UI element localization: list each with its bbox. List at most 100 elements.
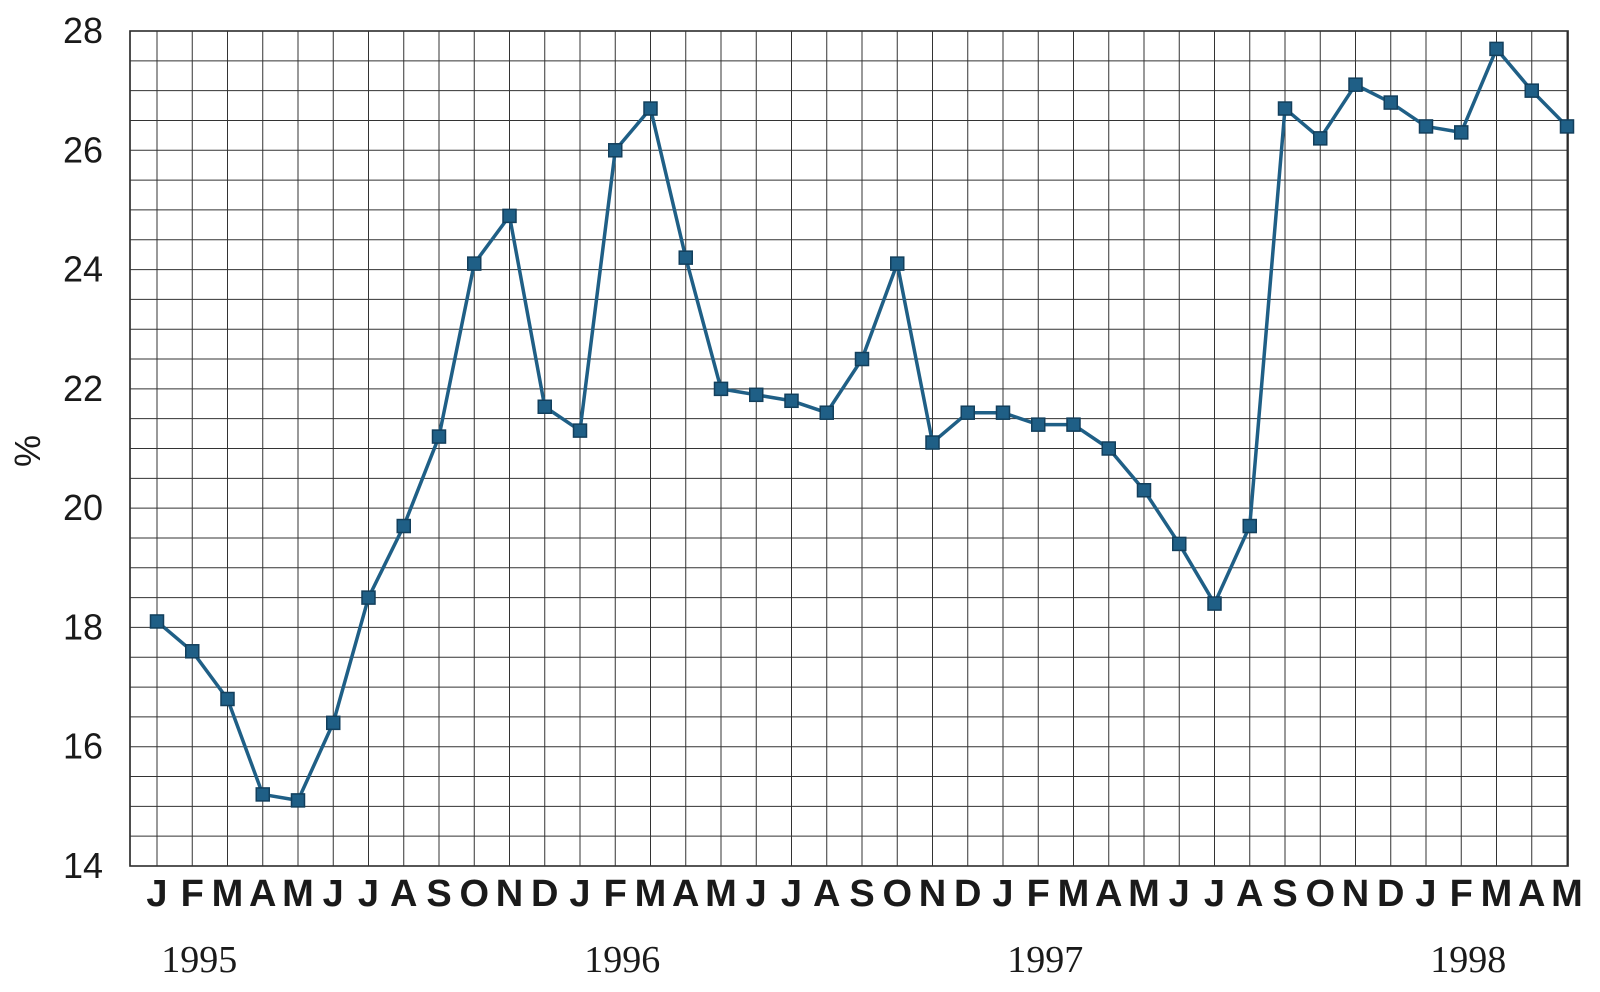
year-label: 1995 xyxy=(161,939,237,981)
data-point xyxy=(396,518,411,534)
y-axis-label: % xyxy=(7,435,48,467)
data-point xyxy=(749,387,764,403)
x-tick-label: M xyxy=(1551,873,1583,915)
data-point xyxy=(1031,417,1046,432)
x-tick-label: J xyxy=(1169,873,1190,915)
data-point xyxy=(1489,41,1504,57)
x-tick-label: A xyxy=(672,873,699,915)
x-tick-label: F xyxy=(181,873,204,915)
x-tick-label: M xyxy=(1128,873,1160,915)
y-tick-label: 20 xyxy=(63,487,103,528)
data-point xyxy=(1066,417,1081,432)
x-tick-label: M xyxy=(1481,873,1513,915)
x-tick-label: S xyxy=(849,873,874,915)
year-label: 1996 xyxy=(584,939,660,981)
x-tick-label: D xyxy=(531,873,558,915)
data-point xyxy=(572,423,588,438)
data-point xyxy=(290,793,306,808)
data-point xyxy=(1348,77,1363,92)
data-point xyxy=(361,590,376,605)
grid xyxy=(129,30,1569,867)
data-point xyxy=(1136,483,1152,498)
y-tick-label: 28 xyxy=(63,10,103,51)
x-tick-label: N xyxy=(1342,873,1369,915)
x-tick-label: A xyxy=(1095,873,1122,915)
data-point xyxy=(1101,441,1116,456)
x-tick-label: A xyxy=(390,873,417,915)
data-point xyxy=(643,101,658,116)
y-tick-label: 14 xyxy=(63,845,103,886)
y-tick-label: 26 xyxy=(63,129,103,170)
x-tick-label: D xyxy=(954,873,981,915)
data-point xyxy=(502,208,517,224)
data-point xyxy=(854,351,870,367)
data-point xyxy=(1242,518,1257,534)
y-tick-label: 16 xyxy=(63,726,103,767)
x-tick-label: J xyxy=(569,873,590,915)
x-tick-label: J xyxy=(746,873,767,915)
year-label: 1998 xyxy=(1430,939,1506,981)
x-tick-label: M xyxy=(212,873,244,915)
x-tick-label: F xyxy=(1450,873,1473,915)
data-point xyxy=(925,435,940,450)
x-tick-label: J xyxy=(146,873,167,915)
x-tick-label: O xyxy=(882,873,912,915)
data-point xyxy=(1313,131,1328,146)
x-tick-label: J xyxy=(1204,873,1225,915)
y-tick-label: 24 xyxy=(63,249,103,290)
data-point xyxy=(220,691,235,707)
x-tick-label: M xyxy=(1058,873,1090,915)
data-point xyxy=(819,405,834,420)
data-point xyxy=(185,644,200,659)
x-tick-label: S xyxy=(1272,873,1297,915)
y-tick-label: 22 xyxy=(63,368,103,409)
x-tick-label: J xyxy=(358,873,379,915)
x-tick-label: F xyxy=(1027,873,1050,915)
data-point xyxy=(431,429,447,444)
x-tick-label: O xyxy=(1305,873,1335,915)
x-tick-label: A xyxy=(813,873,840,915)
y-axis-ticks: 14 16 18 20 22 24 26 28 xyxy=(63,10,103,886)
x-tick-label: J xyxy=(992,873,1013,915)
data-point xyxy=(1172,536,1187,552)
x-tick-label: A xyxy=(1236,873,1263,915)
x-tick-label: A xyxy=(1518,873,1545,915)
x-tick-label: N xyxy=(496,873,523,915)
data-point xyxy=(608,143,623,158)
x-tick-label: N xyxy=(919,873,946,915)
data-point xyxy=(255,787,270,802)
data-point xyxy=(326,715,341,731)
data-point xyxy=(1383,95,1398,110)
x-tick-label: M xyxy=(635,873,667,915)
x-tick-label: O xyxy=(459,873,489,915)
data-point xyxy=(713,381,729,397)
x-tick-label: D xyxy=(1377,873,1404,915)
data-point xyxy=(960,405,975,420)
data-point xyxy=(1454,125,1469,140)
x-tick-label: S xyxy=(426,873,451,915)
x-tick-label: J xyxy=(1415,873,1436,915)
year-label: 1997 xyxy=(1007,939,1083,981)
data-point xyxy=(890,256,905,271)
series-group xyxy=(149,41,1575,808)
data-point xyxy=(1559,119,1575,134)
x-tick-label: J xyxy=(323,873,344,915)
data-point xyxy=(784,393,799,409)
x-tick-label: J xyxy=(781,873,802,915)
data-point xyxy=(149,614,165,629)
y-tick-label: 18 xyxy=(63,606,103,647)
year-labels: 1995 1996 1997 1998 xyxy=(161,939,1506,981)
data-point xyxy=(537,399,552,414)
data-point xyxy=(995,405,1011,420)
data-point xyxy=(1524,83,1539,98)
data-point xyxy=(467,256,482,271)
x-tick-label: A xyxy=(249,873,276,915)
data-point xyxy=(1277,101,1293,116)
data-point xyxy=(1418,119,1434,134)
data-point xyxy=(678,250,693,265)
x-tick-label: F xyxy=(604,873,627,915)
x-tick-label: M xyxy=(282,873,314,915)
data-point xyxy=(1207,596,1222,611)
